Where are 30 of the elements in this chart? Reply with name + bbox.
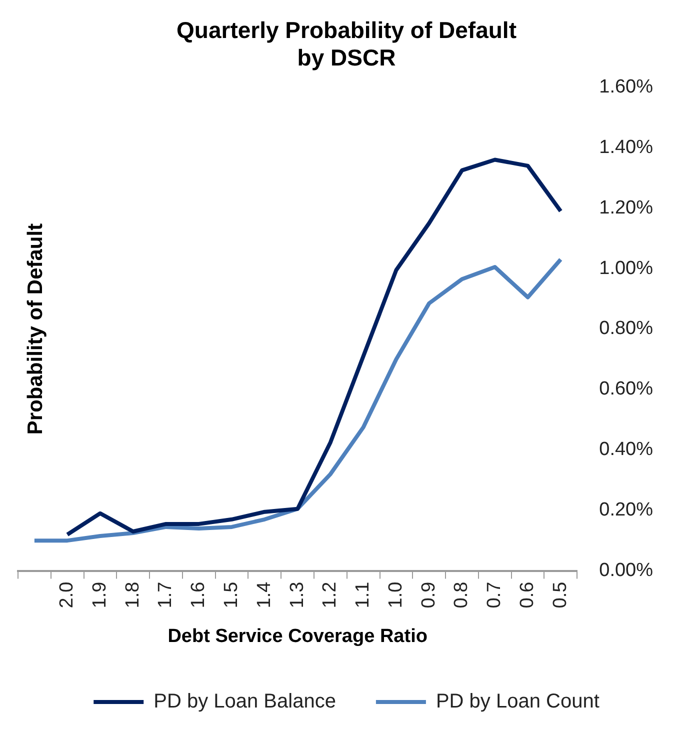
y-tick-label: 1.20% [599, 197, 654, 218]
x-tick-label: 0.6 [517, 582, 538, 608]
x-tick-label: 1.1 [352, 582, 374, 608]
y-tick-label: 1.00% [599, 258, 654, 279]
x-tick-label: 1.6 [188, 582, 210, 608]
chart-title: Quarterly Probability of Default by DSCR [176, 17, 517, 71]
x-tick-label: 0.7 [484, 582, 506, 608]
x-tick-label: 0.8 [451, 582, 472, 608]
y-tick-label: 0.60% [599, 378, 654, 400]
x-tick-label: 1.9 [89, 582, 110, 608]
x-tick-label: 1.5 [221, 582, 242, 608]
legend-label: PD by Loan Balance [154, 690, 336, 713]
x-tick-label: 1.7 [155, 582, 176, 608]
y-tick-label: 0.00% [599, 560, 654, 582]
x-tick-label: 2.0 [56, 582, 78, 608]
y-axis-title: Probability of Default [24, 223, 47, 435]
x-tick-label: 1.2 [320, 582, 341, 608]
y-tick-label: 0.80% [599, 318, 654, 340]
x-tick-label: 1.0 [385, 582, 406, 608]
y-tick-label: 1.60% [599, 76, 654, 98]
legend-label: PD by Loan Count [436, 690, 600, 713]
y-tick-label: 0.40% [599, 439, 654, 460]
x-axis-title: Debt Service Coverage Ratio [168, 626, 428, 647]
x-tick-label: 1.3 [286, 582, 308, 608]
y-tick-label: 1.40% [599, 136, 654, 158]
x-tick-label: 1.4 [254, 581, 275, 608]
x-tick-label: 0.9 [418, 582, 440, 608]
y-tick-label: 0.20% [599, 500, 654, 521]
x-tick-label: 1.8 [122, 582, 144, 608]
x-tick-label: 0.5 [550, 582, 571, 608]
